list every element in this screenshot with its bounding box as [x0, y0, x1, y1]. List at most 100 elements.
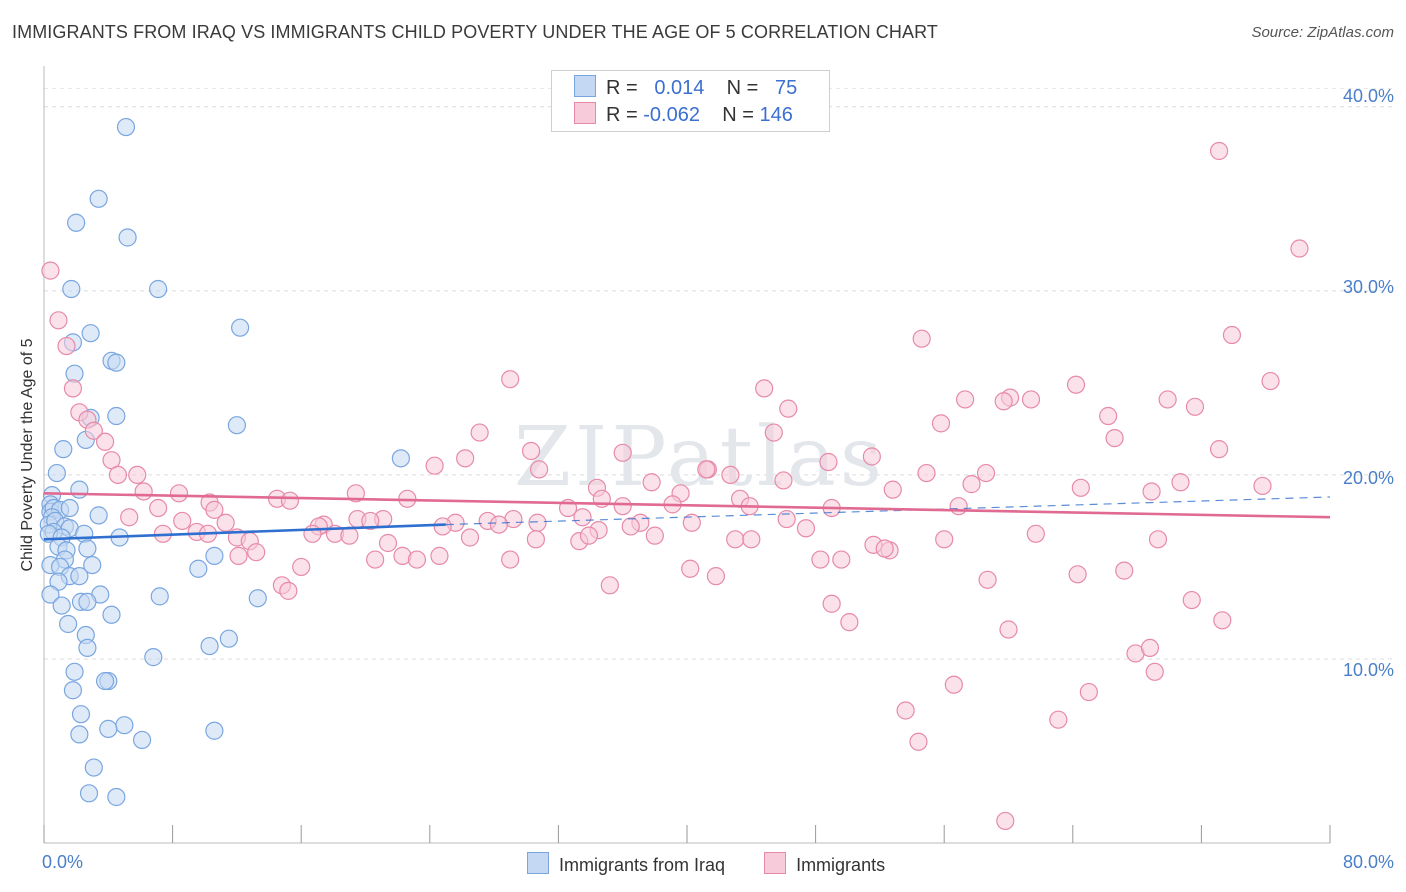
data-point [62, 279, 81, 299]
data-point [1213, 611, 1232, 630]
data-point [41, 585, 60, 604]
data-point [89, 506, 108, 525]
data-point [78, 638, 97, 658]
data-point [526, 530, 545, 549]
data-point [1099, 406, 1118, 426]
data-point [205, 721, 224, 740]
data-point [501, 550, 520, 569]
data-point [917, 463, 936, 483]
data-point [600, 576, 619, 595]
data-point [89, 189, 108, 208]
data-point [742, 530, 761, 549]
data-point [976, 463, 996, 483]
trend-lines [43, 492, 1331, 541]
data-point [83, 555, 102, 575]
data-point [95, 432, 115, 451]
data-point [456, 449, 475, 468]
data-point [822, 594, 841, 613]
data-point [81, 324, 100, 343]
series-legend: Immigrants from Iraq Immigrants [527, 852, 919, 876]
data-point [134, 482, 153, 501]
data-point [912, 329, 931, 348]
data-point [70, 480, 89, 499]
legend-item-immigrants[interactable]: Immigrants [764, 852, 885, 876]
legend-row-iraq: R = 0.014 N = 75 [574, 75, 797, 99]
data-point [1068, 565, 1087, 584]
data-point [489, 515, 509, 534]
data-point [613, 497, 632, 516]
data-point [247, 543, 266, 562]
legend-n-label: N = [726, 77, 759, 99]
data-point [116, 117, 136, 137]
y-tick-label-10: 10.0% [1342, 660, 1394, 680]
data-point [99, 719, 118, 738]
data-point [173, 511, 192, 531]
data-point [1222, 325, 1242, 345]
data-point [1209, 440, 1229, 459]
data-point [430, 546, 449, 565]
data-point [57, 336, 76, 356]
legend-label-iraq: Immigrants from Iraq [559, 855, 726, 875]
data-point [642, 473, 661, 492]
series-immigrants-points [41, 141, 1309, 831]
data-point [777, 509, 796, 529]
data-point [132, 730, 152, 750]
series-iraq-points [39, 117, 410, 807]
data-point [1148, 530, 1168, 549]
data-point [41, 261, 60, 280]
data-point [994, 392, 1013, 411]
y-tick-label-30: 30.0% [1342, 277, 1394, 297]
data-point [681, 559, 700, 578]
data-point [682, 513, 701, 532]
data-point [65, 662, 84, 681]
data-point [1105, 428, 1124, 448]
data-point [75, 524, 94, 543]
data-point [579, 526, 599, 545]
data-point [47, 463, 66, 483]
data-point [84, 421, 103, 440]
data-point [216, 513, 235, 532]
data-point [49, 572, 68, 591]
data-point [229, 546, 248, 565]
data-point [1158, 390, 1177, 409]
data-point [71, 705, 91, 724]
legend-item-iraq[interactable]: Immigrants from Iraq [527, 852, 725, 876]
data-point [645, 526, 664, 545]
data-point [120, 508, 139, 527]
data-point [70, 725, 89, 744]
data-point [949, 497, 968, 516]
data-point [149, 498, 168, 518]
data-point [721, 465, 740, 485]
y-tick-label-20: 20.0% [1342, 468, 1394, 488]
data-point [79, 784, 99, 803]
legend-label-immigrants: Immigrants [796, 855, 886, 875]
data-point [764, 423, 783, 442]
data-point [1142, 482, 1161, 501]
data-point [115, 716, 134, 735]
data-point [862, 447, 881, 466]
data-point [1049, 710, 1068, 729]
data-point [883, 480, 902, 499]
data-point [944, 675, 963, 694]
legend-row-immigrants: R = -0.062 N = 146 [574, 102, 793, 126]
data-point [573, 508, 592, 527]
x-tick-label-min: 0.0% [42, 852, 84, 872]
data-point [279, 581, 298, 600]
trend-line-iraq [43, 523, 446, 541]
data-point [796, 519, 816, 538]
data-point [52, 596, 71, 615]
legend-r-value-iraq: 0.014 [654, 77, 705, 99]
legend-swatch-immigrants [574, 102, 596, 124]
data-point [530, 460, 549, 479]
data-point [1140, 638, 1160, 658]
data-point [955, 390, 975, 409]
y-axis-label: Child Poverty Under the Age of 5 [19, 338, 36, 572]
data-point [49, 311, 68, 330]
legend-n-value-iraq: 75 [775, 77, 798, 99]
data-point [108, 465, 128, 485]
data-point [819, 452, 838, 472]
data-point [346, 484, 365, 503]
data-point [1071, 478, 1090, 497]
data-point [340, 526, 359, 545]
